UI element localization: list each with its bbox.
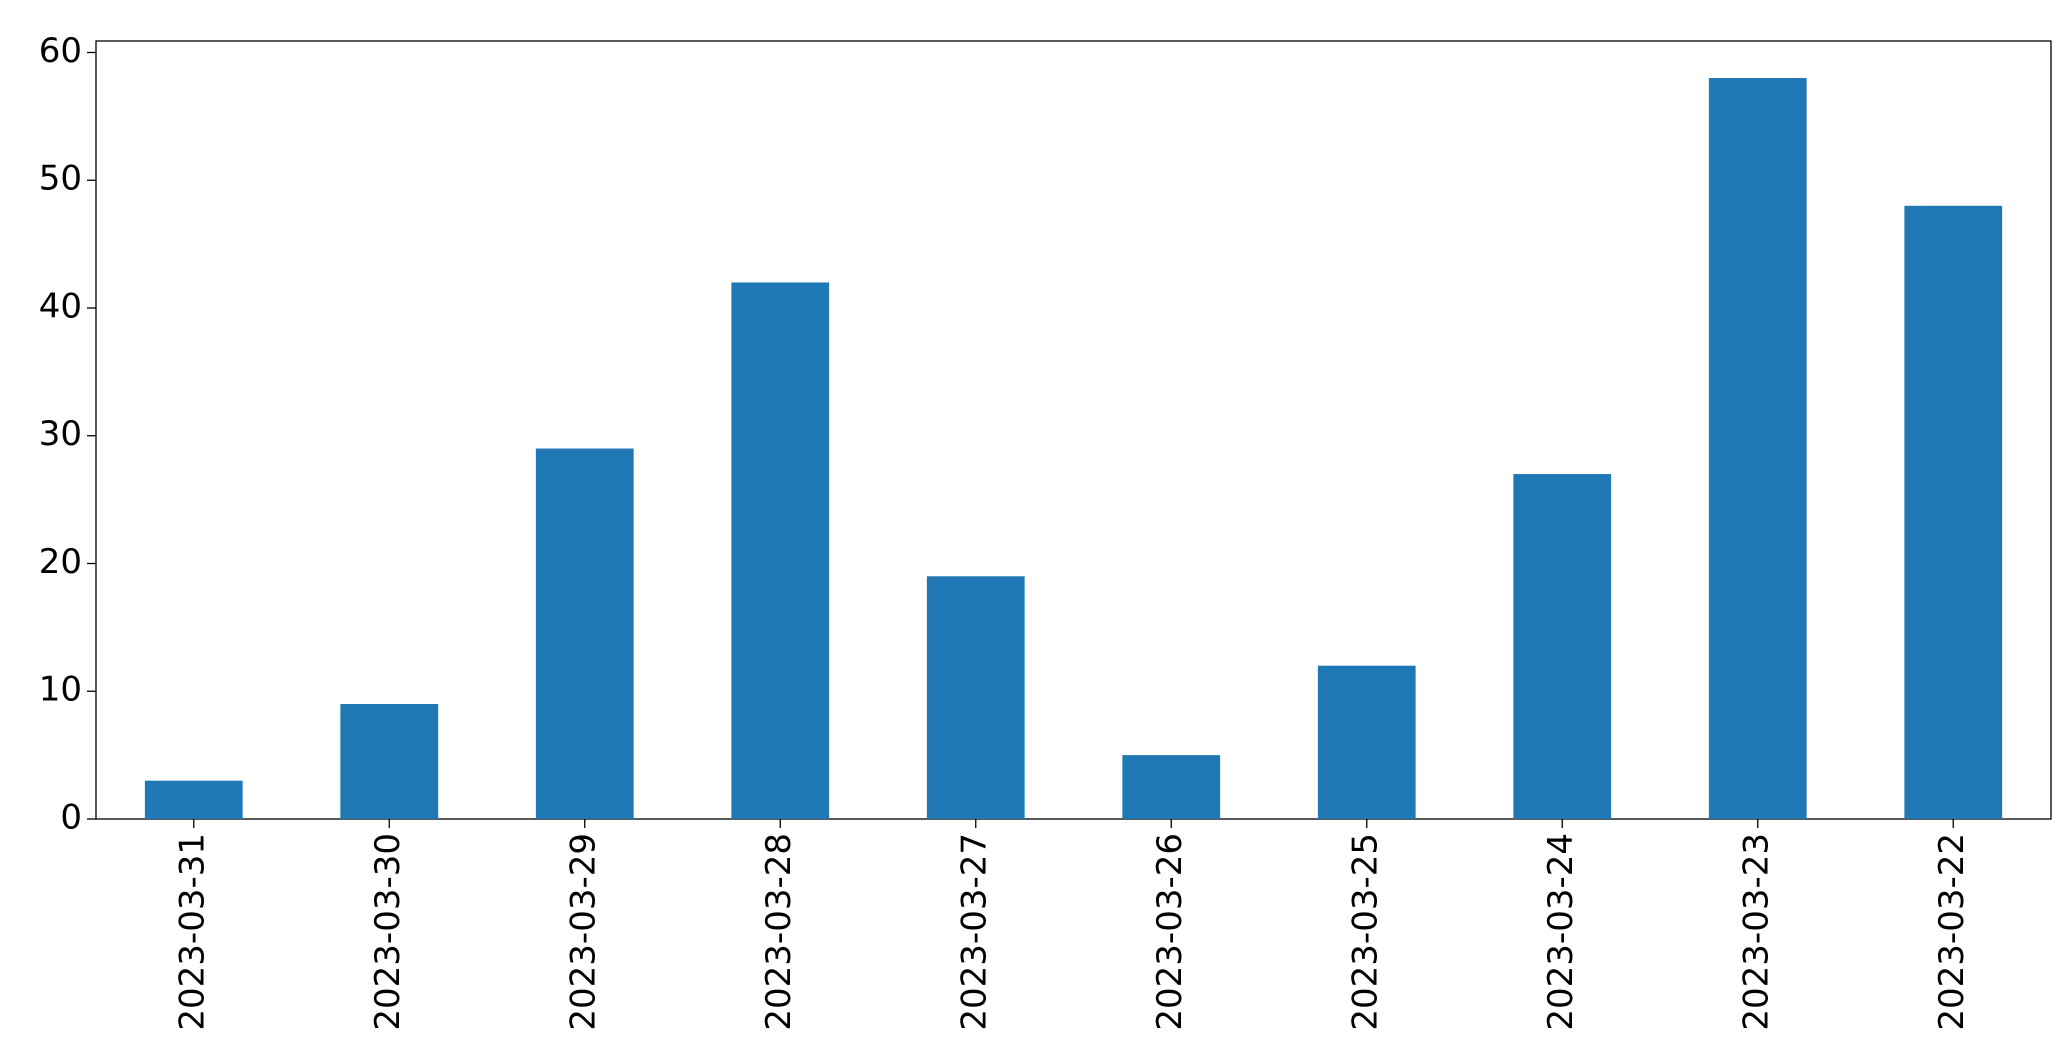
x-tick-label: 2023-03-26 (1150, 833, 1190, 1031)
x-tick-label: 2023-03-29 (563, 833, 603, 1031)
bar (926, 576, 1025, 819)
x-tick-label: 2023-03-27 (954, 833, 994, 1031)
bar (1513, 474, 1612, 819)
y-tick-label: 20 (39, 542, 82, 582)
y-tick-label: 0 (60, 798, 82, 838)
y-tick-label: 60 (39, 31, 82, 71)
x-tick-label: 2023-03-25 (1345, 833, 1385, 1031)
x-tick-label: 2023-03-22 (1932, 833, 1972, 1031)
y-tick-label: 40 (39, 286, 82, 326)
bar (1708, 78, 1807, 820)
x-tick-label: 2023-03-30 (368, 833, 408, 1031)
bar (1904, 205, 2003, 819)
bar (1122, 755, 1221, 819)
y-tick-label: 50 (39, 159, 82, 199)
plot-frame (95, 40, 2052, 820)
x-tick-label: 2023-03-31 (172, 833, 212, 1031)
bar (1317, 665, 1416, 819)
bar (144, 780, 243, 819)
x-tick-label: 2023-03-23 (1736, 833, 1776, 1031)
x-tick-label: 2023-03-24 (1541, 833, 1581, 1031)
y-tick-label: 10 (39, 670, 82, 710)
x-tick-label: 2023-03-28 (759, 833, 799, 1031)
bar (340, 704, 439, 819)
bar (535, 448, 634, 819)
bar (731, 282, 830, 820)
y-tick-label: 30 (39, 414, 82, 454)
